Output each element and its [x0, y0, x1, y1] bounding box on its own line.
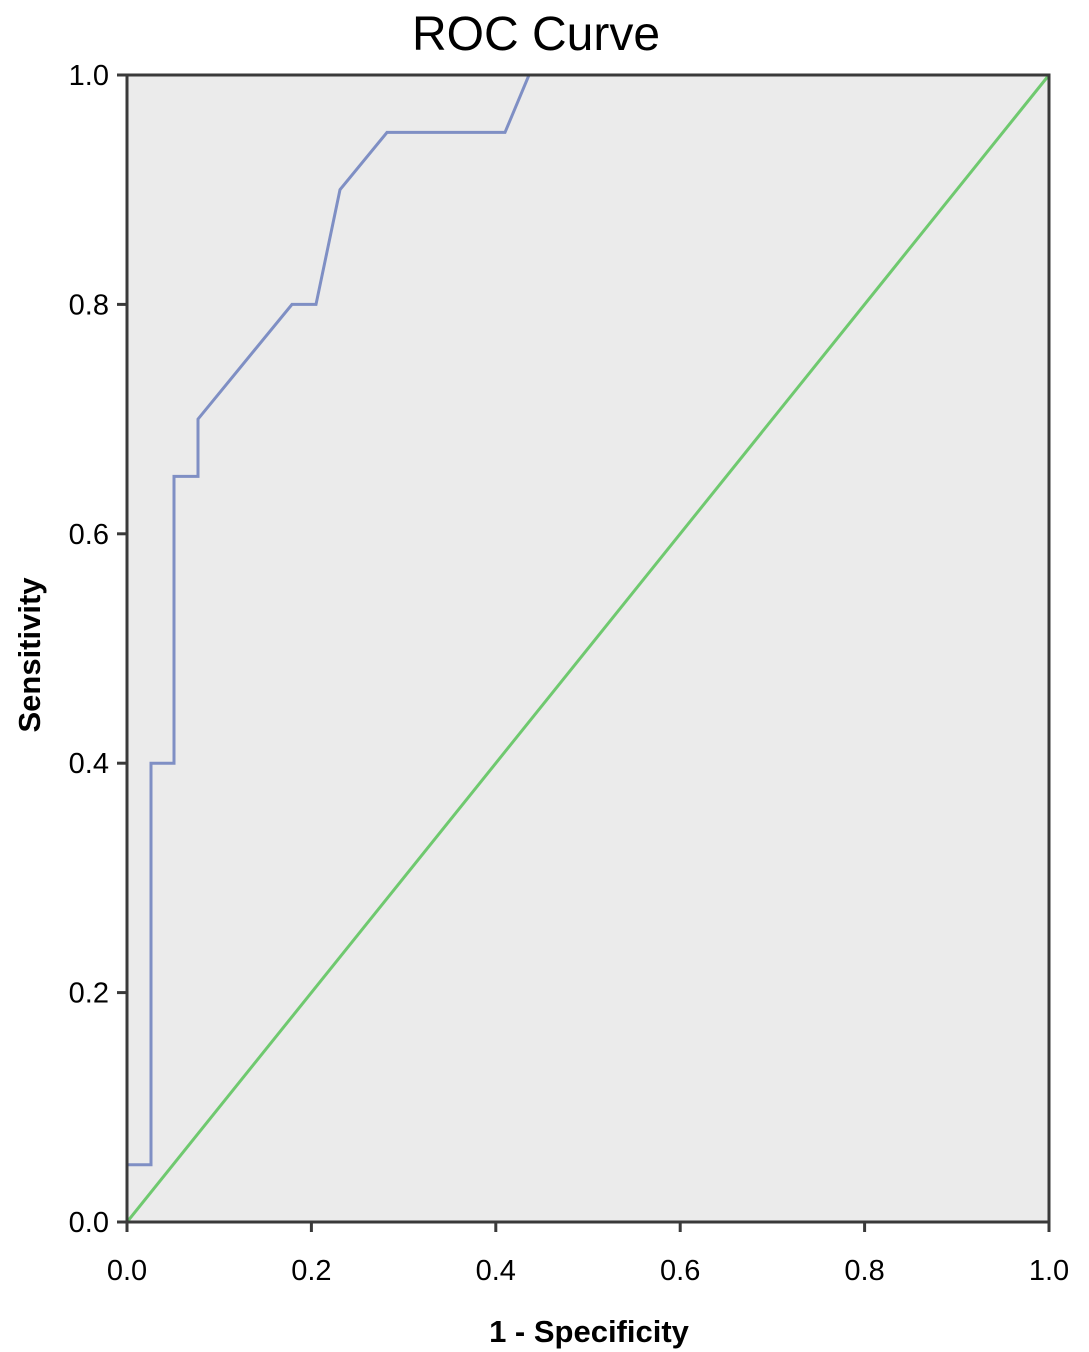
x-tick-label: 0.0 — [107, 1255, 147, 1287]
x-tick-label: 0.6 — [660, 1255, 700, 1287]
x-tick-label: 0.2 — [291, 1255, 331, 1287]
axis-ticks — [117, 73, 1051, 1232]
reference-diagonal-line — [125, 74, 1051, 1223]
x-tick-label: 1.0 — [1029, 1255, 1069, 1287]
plot-frame — [125, 73, 1051, 1224]
y-tick-label: 0.0 — [69, 1207, 109, 1239]
y-tick-label: 0.2 — [69, 978, 109, 1010]
chart-title: ROC Curve — [412, 8, 660, 61]
y-tick-label: 0.6 — [69, 519, 109, 551]
x-tick-label: 0.4 — [476, 1255, 516, 1287]
x-axis-label: 1 - Specificity — [489, 1314, 690, 1349]
y-tick-label: 1.0 — [69, 60, 109, 92]
y-tick-label: 0.4 — [69, 748, 109, 780]
series-layer — [125, 73, 1051, 1223]
tick-labels: 0.0 0.2 0.4 0.6 0.8 1.0 0.0 0.2 0.4 0.6 0.8 1.0 — [69, 60, 1069, 1287]
y-axis-label: Sensitivity — [12, 577, 47, 733]
y-tick-label: 0.8 — [69, 289, 109, 321]
roc-curve-line — [125, 73, 1049, 1222]
x-tick-label: 0.8 — [844, 1255, 884, 1287]
